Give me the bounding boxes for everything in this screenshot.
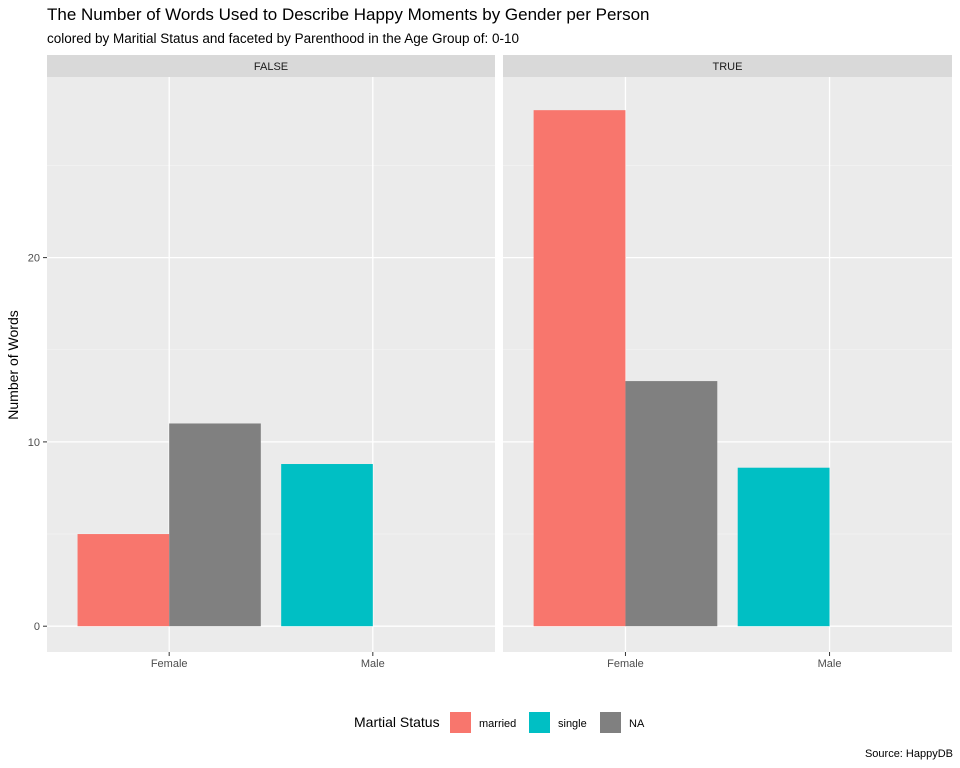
- x-tick-label: Female: [607, 658, 644, 670]
- facet-strip: [47, 55, 495, 77]
- facet-panels: FALSE Female Male TRUE Female Male: [47, 55, 952, 670]
- legend-label-single: single: [558, 718, 587, 730]
- x-tick-label: Female: [151, 658, 188, 670]
- legend-label-na: NA: [629, 718, 645, 730]
- bar-false-female-na: [169, 423, 261, 627]
- facet-panel-false: FALSE Female Male: [47, 55, 495, 670]
- bar-false-male-single: [281, 464, 373, 627]
- facet-strip-label: FALSE: [254, 61, 288, 73]
- y-tick-label: 10: [28, 437, 40, 449]
- legend-label-married: married: [479, 718, 516, 730]
- chart-title: The Number of Words Used to Describe Hap…: [47, 5, 650, 24]
- y-axis: 0 10 20: [28, 253, 47, 633]
- facet-strip-label: TRUE: [713, 61, 743, 73]
- y-tick-label: 20: [28, 253, 40, 265]
- chart-subtitle: colored by Maritial Status and faceted b…: [47, 31, 519, 46]
- legend-key-single: [529, 712, 550, 733]
- bar-true-female-married: [533, 110, 626, 627]
- bar-true-male-single: [737, 467, 830, 627]
- facet-strip: [503, 55, 952, 77]
- bar-false-female-married: [77, 534, 170, 627]
- legend: Martial Status married single NA: [354, 712, 645, 733]
- bar-true-female-na: [625, 381, 718, 627]
- legend-key-na: [600, 712, 621, 733]
- x-tick-label: Male: [818, 658, 842, 670]
- facet-panel-true: TRUE Female Male: [503, 55, 952, 670]
- legend-title: Martial Status: [354, 714, 440, 730]
- y-tick-label: 0: [34, 621, 40, 633]
- x-tick-label: Male: [361, 658, 385, 670]
- legend-key-married: [450, 712, 471, 733]
- chart-caption: Source: HappyDB: [865, 748, 953, 760]
- y-axis-label: Number of Words: [5, 310, 21, 419]
